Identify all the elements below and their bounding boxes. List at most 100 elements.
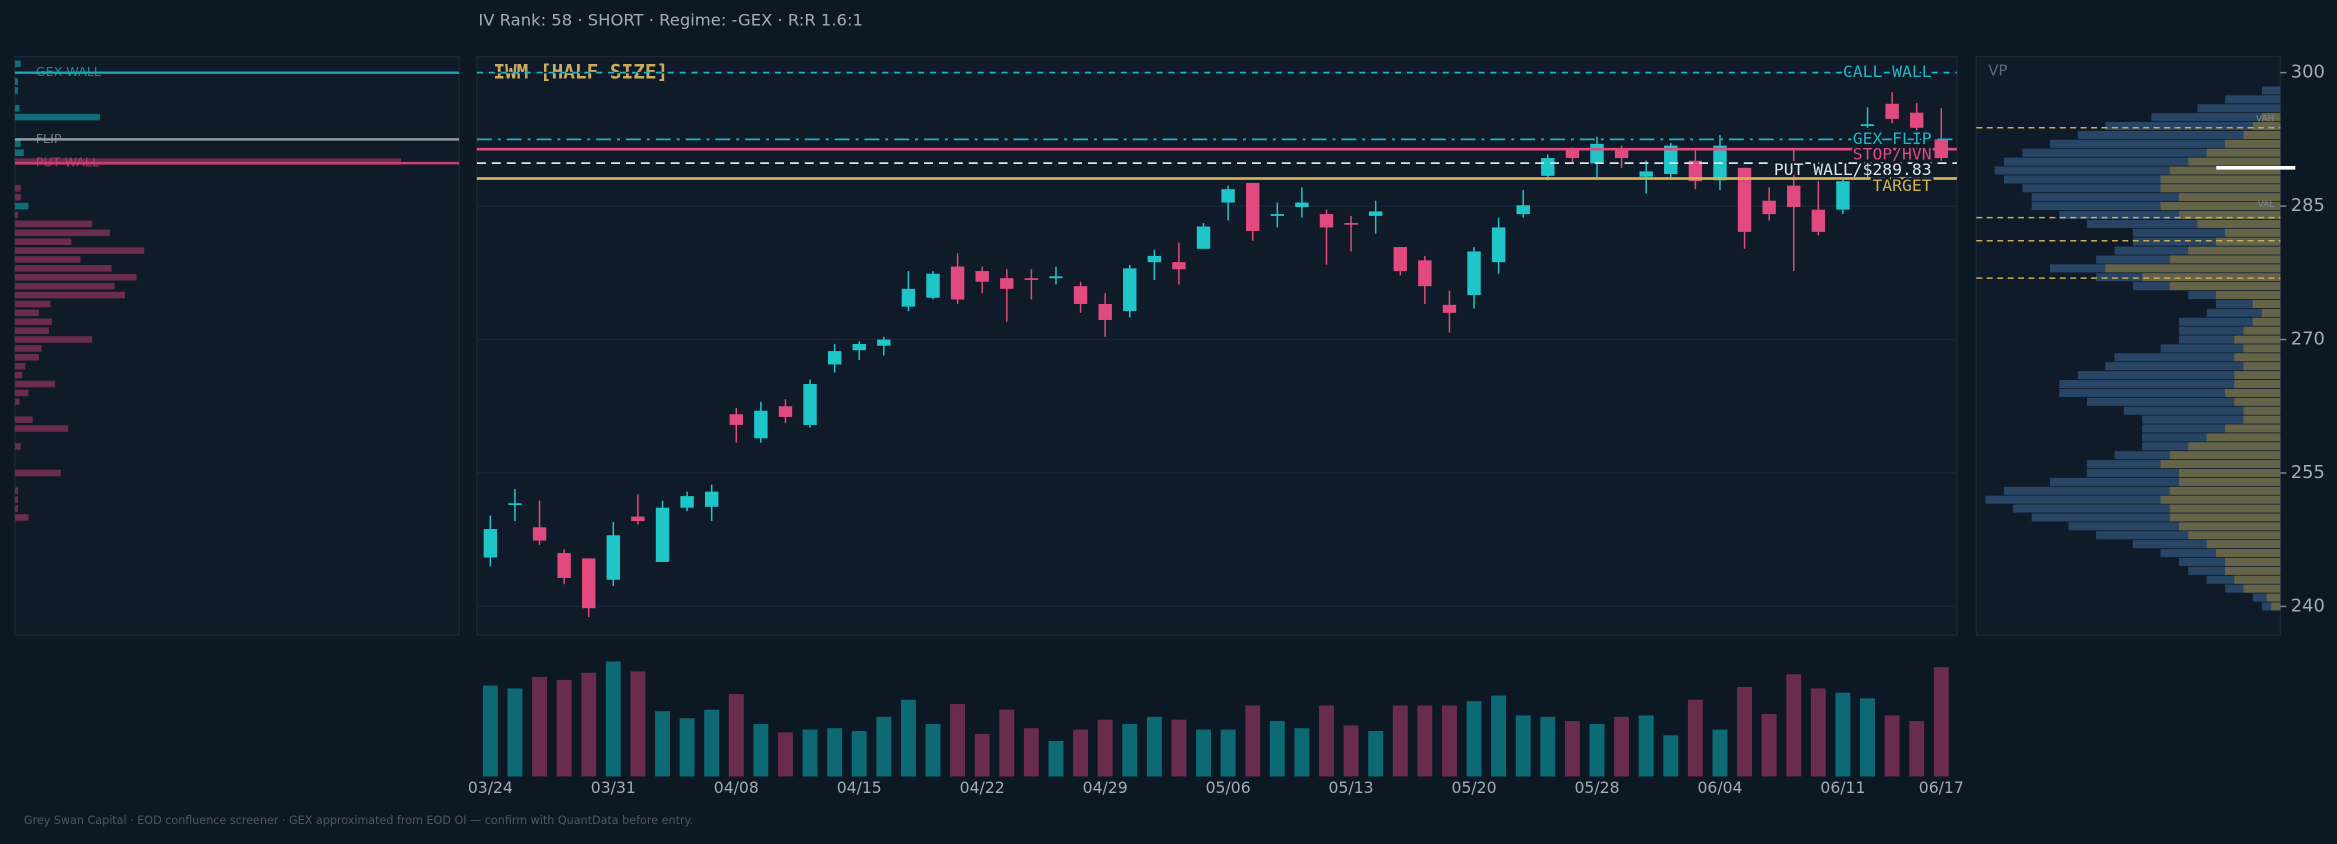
gex-bar xyxy=(14,505,18,512)
x-tick-label: 03/24 xyxy=(468,778,513,797)
volume-bar xyxy=(999,709,1015,777)
candle-body xyxy=(1491,227,1506,263)
gex-bar xyxy=(14,229,110,237)
vp-sell-bar xyxy=(2206,148,2281,157)
gex-bar xyxy=(14,318,52,326)
vp-sell-bar xyxy=(2234,353,2281,362)
volume-bar xyxy=(876,716,892,777)
level-label: CALL WALL xyxy=(1843,62,1932,81)
gex-bar xyxy=(14,487,18,495)
vp-total-bar xyxy=(2003,157,2281,166)
vp-total-bar xyxy=(2050,477,2281,486)
volume-bar xyxy=(1368,731,1384,777)
volume-bar xyxy=(1196,729,1211,777)
x-tick-label: 04/29 xyxy=(1083,778,1128,797)
gex-bar xyxy=(14,104,20,112)
volume-bar xyxy=(1589,723,1605,777)
x-tick-label: 05/28 xyxy=(1574,778,1619,797)
vp-total-bar xyxy=(2132,228,2281,237)
vp-total-bar xyxy=(2114,353,2281,362)
volume-bar xyxy=(605,661,621,777)
level-label: PUT WALL/$289.83 xyxy=(1774,160,1932,179)
vp-sell-bar xyxy=(2225,424,2281,433)
gex-level-label: PUT WALL xyxy=(36,155,99,170)
vp-sell-bar xyxy=(2261,308,2281,317)
gex-bar xyxy=(14,113,100,121)
candle-body xyxy=(631,516,645,522)
volume-bar xyxy=(1122,723,1138,777)
volume-bar xyxy=(753,723,769,777)
vp-total-bar xyxy=(2261,86,2281,95)
vp-sell-bar xyxy=(2169,451,2281,460)
candle-body xyxy=(975,271,989,282)
volume-bar xyxy=(802,729,818,777)
gex-panel xyxy=(14,55,460,636)
vp-sell-bar xyxy=(2169,166,2281,175)
gex-bar xyxy=(14,193,21,201)
gex-bar xyxy=(14,336,93,343)
volume-bar xyxy=(1933,667,1949,777)
volume-bar xyxy=(1073,729,1089,777)
vp-total-bar xyxy=(2179,317,2281,326)
candle-body xyxy=(1295,202,1309,207)
volume-bar xyxy=(1171,719,1187,777)
vp-total-bar xyxy=(2123,406,2281,415)
candle-body xyxy=(1787,185,1801,207)
vp-sell-bar xyxy=(2234,371,2281,380)
candle-body xyxy=(1319,214,1334,228)
vp-total-bar xyxy=(2077,130,2281,139)
candle-body xyxy=(1467,251,1481,296)
vp-total-bar xyxy=(1994,166,2281,175)
candle-body xyxy=(1762,200,1776,215)
candle-body xyxy=(1836,181,1850,210)
gex-bar xyxy=(14,87,18,94)
vp-sell-bar xyxy=(2252,122,2281,131)
gex-level-label: FLIP xyxy=(36,131,62,146)
gex-bar xyxy=(14,425,69,432)
gex-bar xyxy=(14,282,115,290)
vp-total-bar xyxy=(2179,326,2281,335)
candle-body xyxy=(852,343,866,351)
vp-total-bar xyxy=(2022,148,2281,157)
candle-body xyxy=(1098,303,1112,320)
candle-body xyxy=(1221,189,1235,203)
volume-bar xyxy=(1884,715,1900,777)
vp-sell-bar xyxy=(2215,549,2281,558)
candle-body xyxy=(655,507,670,562)
candle-body xyxy=(1196,226,1211,249)
candle-body xyxy=(532,527,547,541)
x-tick-label: 06/17 xyxy=(1919,778,1964,797)
candle-body xyxy=(1049,276,1063,279)
gex-bar xyxy=(14,345,42,352)
candle-body xyxy=(1073,286,1088,304)
vp-sell-bar xyxy=(2169,282,2281,291)
vp-sell-bar xyxy=(2243,362,2281,371)
vp-sell-bar xyxy=(2261,113,2281,122)
candle-body xyxy=(827,351,842,365)
vp-sell-bar xyxy=(2142,273,2281,282)
vp-sell-bar xyxy=(2179,193,2281,202)
vp-sell-bar xyxy=(2225,557,2281,566)
candle-body xyxy=(1664,145,1678,175)
level-label: STOP/HVN xyxy=(1853,145,1932,164)
x-tick-label: 06/11 xyxy=(1820,778,1865,797)
candle-body xyxy=(557,553,571,578)
vp-sell-bar xyxy=(2169,513,2281,522)
gex-bar xyxy=(14,60,21,68)
gex-bar xyxy=(14,247,145,254)
vp-sell-bar xyxy=(2243,415,2281,424)
level-label: TARGET xyxy=(1872,176,1931,195)
candle-body xyxy=(582,558,596,609)
y-tick-label: 240 xyxy=(2291,595,2325,616)
header: IV Rank: 58 · SHORT · Regime: -GEX · R:R… xyxy=(478,10,862,29)
gex-bar xyxy=(14,238,72,245)
volume-bar xyxy=(827,728,843,777)
x-tick-label: 03/31 xyxy=(591,778,636,797)
candle-body xyxy=(1565,150,1580,159)
vp-level-label: VAL xyxy=(2258,200,2275,210)
vp-sell-bar xyxy=(2197,219,2281,228)
gex-bar xyxy=(14,149,24,156)
volume-bar xyxy=(1860,698,1875,777)
vp-total-bar xyxy=(2086,219,2281,228)
